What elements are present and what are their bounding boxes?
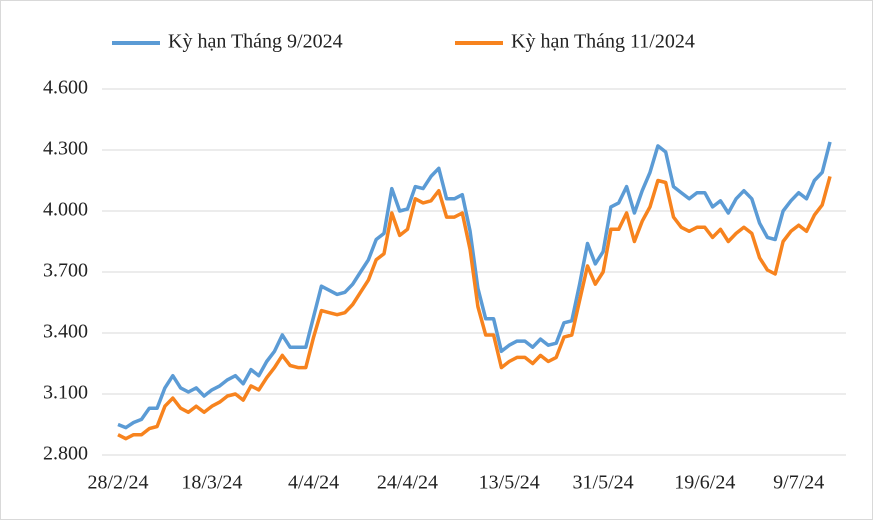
legend-label: Kỳ hạn Tháng 9/2024 <box>168 31 343 53</box>
y-tick-label: 3.700 <box>43 260 88 282</box>
y-tick-label: 3.400 <box>43 321 88 343</box>
x-tick-label: 31/5/24 <box>573 472 634 494</box>
x-tick-label: 13/5/24 <box>479 472 540 494</box>
y-tick-label: 4.300 <box>43 138 88 160</box>
series-line <box>117 175 832 441</box>
x-tick-label: 9/7/24 <box>773 472 824 494</box>
y-tick-label: 2.800 <box>43 443 88 465</box>
y-tick-label: 4.000 <box>43 199 88 221</box>
series-line <box>117 141 832 430</box>
y-tick-label: 4.600 <box>43 77 88 99</box>
x-tick-label: 4/4/24 <box>288 472 339 494</box>
y-tick-label: 3.100 <box>43 382 88 404</box>
x-tick-label: 28/2/24 <box>87 472 148 494</box>
x-tick-label: 19/6/24 <box>674 472 735 494</box>
legend-label: Kỳ hạn Tháng 11/2024 <box>511 31 695 53</box>
x-tick-label: 18/3/24 <box>181 472 242 494</box>
x-tick-label: 24/4/24 <box>377 472 438 494</box>
